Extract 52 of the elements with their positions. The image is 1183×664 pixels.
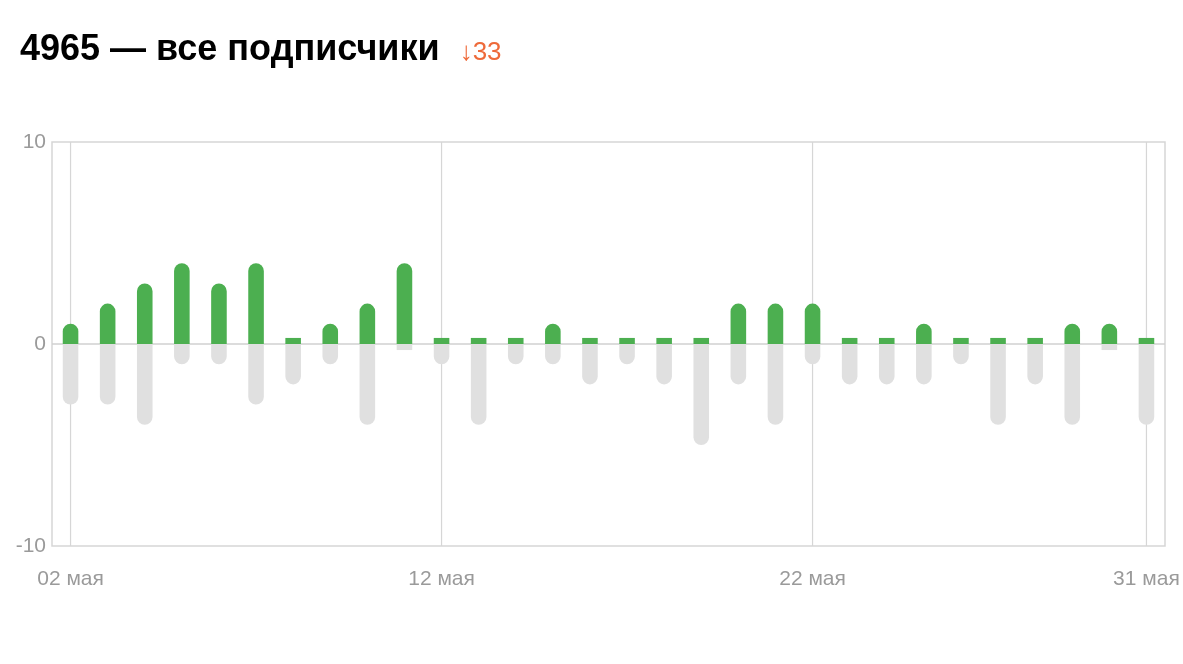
bar [953,337,969,344]
bar [99,303,116,344]
bar [730,303,747,344]
y-tick-label: 0 [34,330,46,354]
bar [841,337,858,344]
bar [470,344,487,425]
bar [582,337,598,344]
bar [285,344,301,385]
bar [693,344,710,445]
bar [396,263,413,344]
bar [359,303,376,344]
x-tick-label: 22 мая [779,566,846,589]
bar [433,337,450,344]
bar [248,344,264,405]
bar [730,344,747,385]
bar [878,344,895,385]
bar [136,344,153,425]
x-tick-label: 02 мая [37,566,104,589]
bar [841,344,858,385]
bar [1064,344,1081,425]
bar [656,337,672,344]
chart-title: 4965 — все подписчики [20,27,440,68]
bar [619,337,635,344]
bar [248,263,264,344]
x-tick-label: 12 мая [408,566,475,589]
bar [916,344,932,385]
bar [582,344,598,385]
bar [211,283,227,344]
bar [396,344,413,351]
bar [1138,337,1155,344]
bar [285,337,301,344]
bar [767,344,784,425]
bar [99,344,116,405]
bar [767,303,784,344]
bar [878,337,895,344]
y-tick-label: -10 [15,532,46,556]
bar [693,337,710,344]
bar [804,303,821,344]
bar [990,337,1006,344]
bar [1027,337,1043,344]
y-tick-label: 10 [22,128,46,152]
bar [990,344,1006,425]
bar [359,344,376,425]
bar [174,263,190,344]
bar [507,337,524,344]
bar [1027,344,1043,385]
bar [136,283,153,344]
bar [1101,344,1118,351]
bar [656,344,672,385]
bar [470,337,487,344]
chart-subtitle: ↓33 [459,36,502,66]
x-tick-label: 31 мая [1113,566,1180,589]
